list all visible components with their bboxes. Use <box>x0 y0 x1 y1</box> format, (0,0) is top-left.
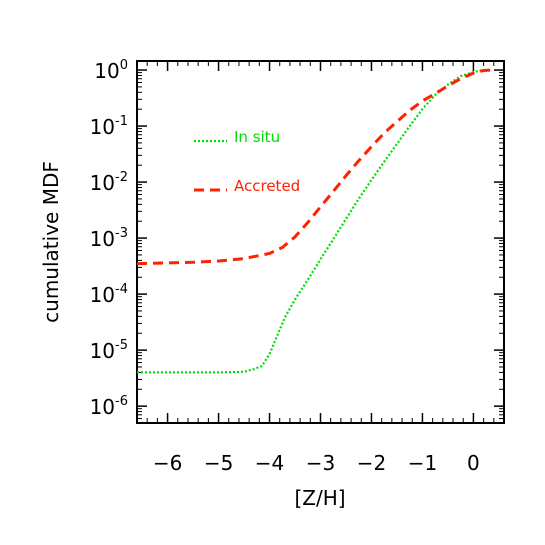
x-tick-label: −2 <box>357 451 386 475</box>
y-tick-label: 100 <box>94 58 128 83</box>
x-axis-title: [Z/H] <box>294 486 345 510</box>
x-tick-label: 0 <box>467 451 480 475</box>
ticks-layer: −6 −5 −4 −3 −2 −1 0 10-6 10-5 10-4 10-3 10-2 10-1 100 <box>90 58 505 475</box>
series-line-in-situ <box>137 68 492 374</box>
y-axis-title: cumulative MDF <box>39 161 63 323</box>
x-tick-label: −1 <box>408 451 437 475</box>
series-line-accreted <box>136 68 492 266</box>
y-tick-label: 10-6 <box>90 394 128 419</box>
legend: In situ Accreted <box>194 128 300 195</box>
y-tick-label: 10-2 <box>90 170 128 195</box>
legend-label-in-situ: In situ <box>234 128 280 146</box>
series-layer <box>136 68 492 374</box>
legend-label-accreted: Accreted <box>234 177 300 195</box>
y-tick-label: 10-5 <box>90 338 128 363</box>
x-tick-label: −5 <box>204 451 233 475</box>
y-tick-label: 10-4 <box>90 282 128 307</box>
x-tick-label: −4 <box>255 451 284 475</box>
x-tick-label: −3 <box>306 451 335 475</box>
y-tick-label: 10-3 <box>90 226 128 251</box>
x-tick-label: −6 <box>153 451 182 475</box>
y-tick-label: 10-1 <box>90 114 128 139</box>
